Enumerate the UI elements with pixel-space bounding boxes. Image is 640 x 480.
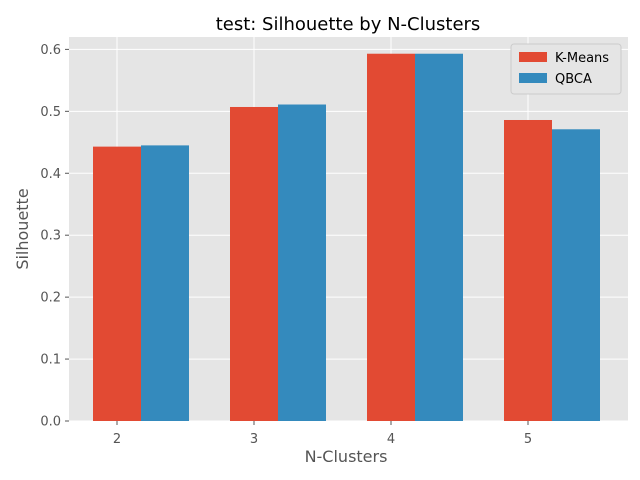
x-tick-label: 5 bbox=[524, 432, 532, 447]
y-tick-label: 0.2 bbox=[40, 291, 61, 306]
y-axis-ticks: 0.0 0.1 0.2 0.3 0.4 0.5 0.6 bbox=[40, 43, 69, 430]
bar-k-means-4 bbox=[367, 53, 415, 421]
y-tick-label: 0.5 bbox=[40, 105, 61, 120]
y-tick-label: 0.0 bbox=[40, 415, 61, 430]
y-tick-label: 0.1 bbox=[40, 353, 61, 368]
x-tick-label: 4 bbox=[387, 432, 395, 447]
y-axis-label: Silhouette bbox=[13, 188, 32, 269]
legend-label: K-Means bbox=[555, 51, 609, 66]
chart-title: test: Silhouette by N-Clusters bbox=[216, 14, 481, 35]
y-tick-label: 0.3 bbox=[40, 229, 61, 244]
bars bbox=[93, 53, 600, 422]
bar-k-means-5 bbox=[504, 119, 552, 422]
legend-swatch bbox=[519, 52, 547, 62]
bar-k-means-2 bbox=[93, 146, 141, 422]
y-tick-label: 0.6 bbox=[40, 43, 61, 58]
legend-swatch bbox=[519, 73, 547, 83]
bar-qbca-4 bbox=[415, 53, 463, 421]
x-tick-label: 2 bbox=[113, 432, 121, 447]
y-tick-label: 0.4 bbox=[40, 167, 61, 182]
bar-qbca-2 bbox=[141, 145, 189, 422]
x-axis-ticks: 2 3 4 5 bbox=[113, 421, 532, 447]
bar-qbca-3 bbox=[278, 104, 326, 421]
legend-label: QBCA bbox=[555, 72, 592, 87]
x-tick-label: 3 bbox=[250, 432, 258, 447]
x-axis-label: N-Clusters bbox=[305, 447, 388, 466]
legend: K-Means QBCA bbox=[510, 43, 622, 95]
bar-k-means-3 bbox=[230, 106, 278, 422]
bar-qbca-5 bbox=[552, 129, 600, 421]
